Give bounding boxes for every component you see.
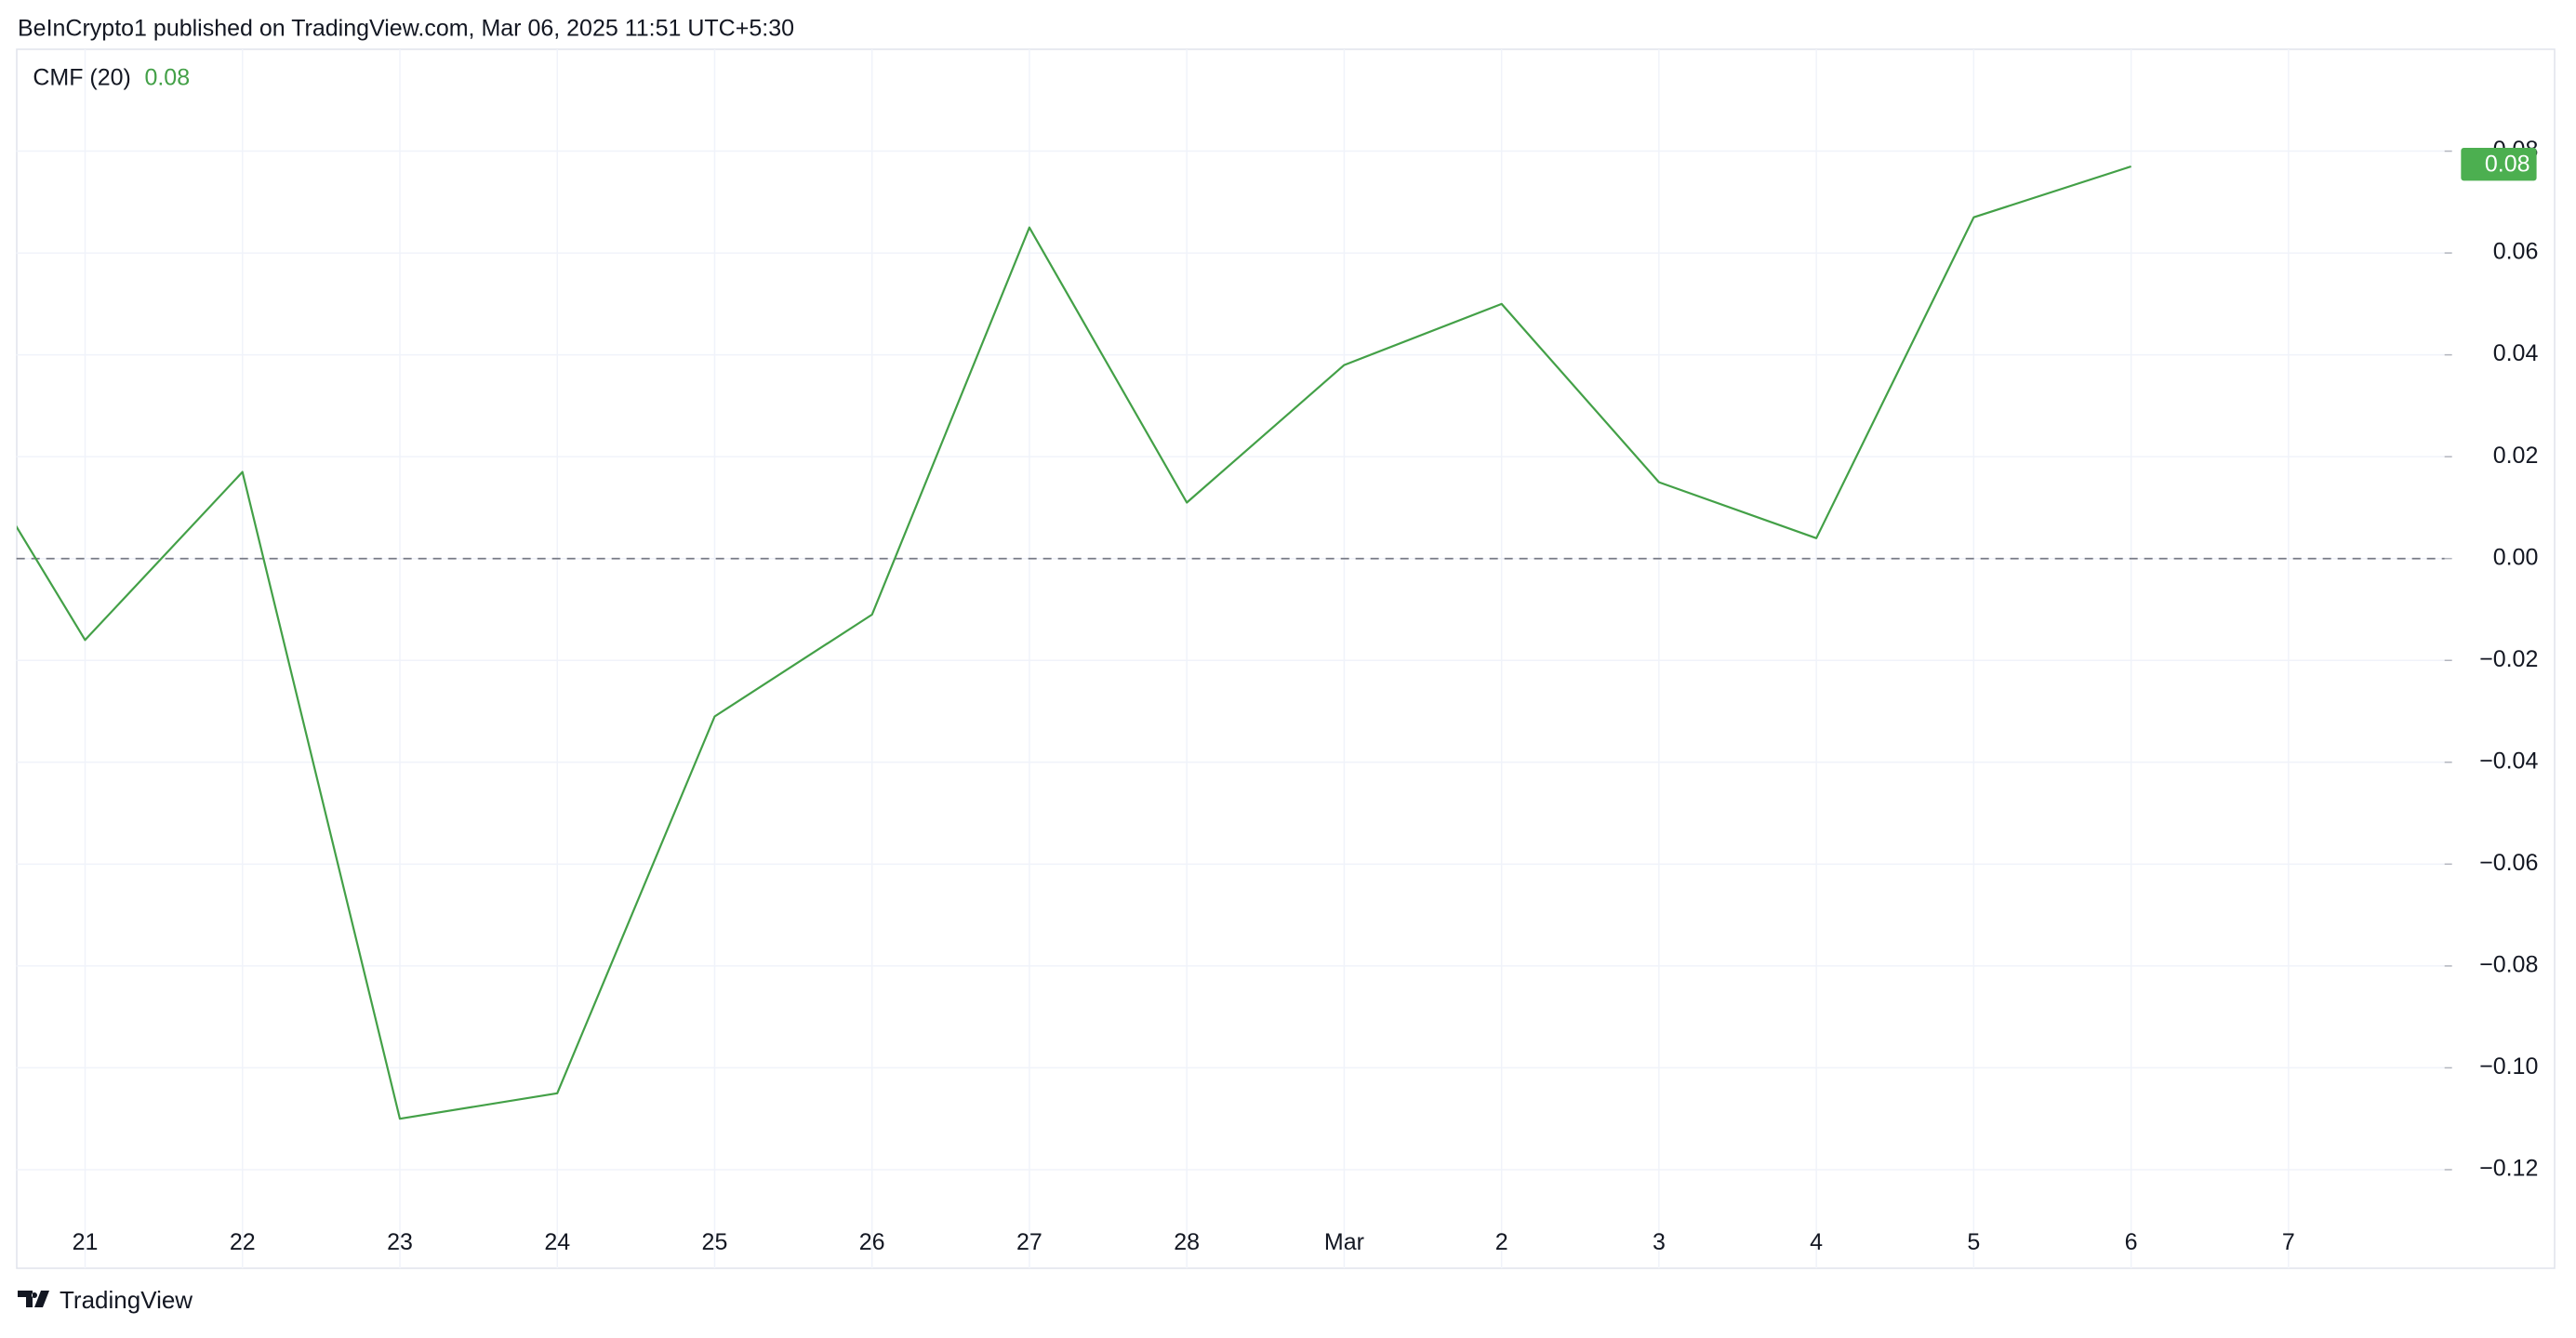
x-tick-label: 22 (230, 1229, 256, 1255)
x-tick-label: 25 (702, 1229, 728, 1255)
x-tick-label: 4 (1810, 1229, 1823, 1255)
footer-logo: TradingView (18, 1286, 193, 1314)
x-tick-label: 5 (1967, 1229, 1980, 1255)
legend-name: CMF (20) (33, 64, 131, 90)
legend-value: 0.08 (144, 64, 190, 90)
x-tick-label: 2 (1495, 1229, 1508, 1255)
value-badge (2461, 148, 2537, 181)
y-tick-label: −0.08 (2479, 951, 2538, 977)
value-badge-label: 0.08 (2485, 151, 2530, 177)
x-tick-label: Mar (1324, 1229, 1364, 1255)
publish-info: BeInCrypto1 published on TradingView.com… (18, 16, 794, 42)
x-tick-label: 27 (1016, 1229, 1042, 1255)
pane-border (16, 48, 2556, 1269)
x-tick-label: 21 (73, 1229, 99, 1255)
y-tick-label: −0.02 (2479, 646, 2538, 672)
y-tick-label: −0.04 (2479, 748, 2538, 774)
y-tick-label: 0.02 (2493, 443, 2539, 469)
x-tick-label: 28 (1174, 1229, 1200, 1255)
grid (16, 48, 2445, 1268)
y-tick-label: 0.04 (2493, 340, 2539, 366)
y-tick-label: −0.06 (2479, 850, 2538, 876)
brand: TradingView (60, 1286, 193, 1314)
y-tick-label: 0.00 (2493, 544, 2539, 570)
y-tick-label: −0.12 (2479, 1156, 2538, 1182)
x-tick-label: 24 (544, 1229, 570, 1255)
x-tick-label: 6 (2125, 1229, 2138, 1255)
x-tick-label: 3 (1653, 1229, 1666, 1255)
x-tick-label: 7 (2282, 1229, 2295, 1255)
x-tick-label: 23 (387, 1229, 413, 1255)
logo-icon (18, 1291, 49, 1307)
y-tick-label: −0.10 (2479, 1053, 2538, 1080)
x-tick-label: 26 (859, 1229, 885, 1255)
y-tick-label: 0.06 (2493, 239, 2539, 265)
plot-area (17, 165, 2131, 1120)
cmf-line (17, 165, 2131, 1120)
